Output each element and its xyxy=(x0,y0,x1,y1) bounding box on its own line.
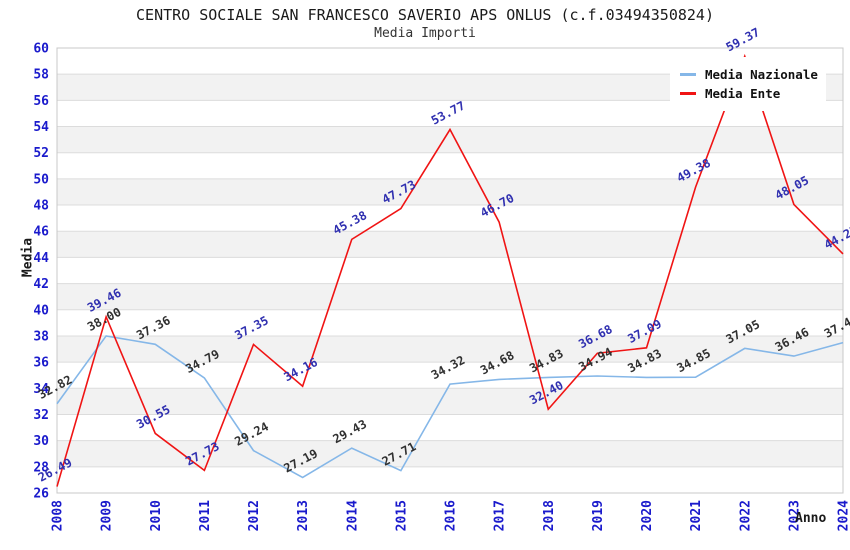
y-tick-label: 54 xyxy=(33,120,49,135)
point-label: 44.27 xyxy=(822,223,850,252)
row-band xyxy=(57,231,843,258)
x-tick-label: 2008 xyxy=(51,500,66,531)
row-band xyxy=(57,335,843,363)
series-line-media-ente xyxy=(56,53,844,487)
x-tick-label: 2009 xyxy=(100,500,115,531)
x-tick-label: 2020 xyxy=(640,500,655,531)
row-band xyxy=(57,178,843,206)
row-band xyxy=(57,388,843,415)
x-tick-label: 2010 xyxy=(149,500,164,531)
y-tick-label: 44 xyxy=(33,251,49,266)
point-label: 59.37 xyxy=(724,25,762,54)
y-tick-label: 56 xyxy=(33,94,49,109)
x-tick-label: 2023 xyxy=(787,500,802,531)
y-tick-label: 36 xyxy=(33,356,49,371)
x-tick-label: 2017 xyxy=(493,500,508,531)
y-tick-label: 40 xyxy=(33,303,49,318)
y-tick-label: 38 xyxy=(33,329,49,344)
y-tick-label: 48 xyxy=(33,199,49,214)
x-tick-label: 2015 xyxy=(394,500,409,531)
legend-label: Media Nazionale xyxy=(705,67,818,82)
x-tick-label: 2012 xyxy=(247,500,262,531)
y-tick-label: 26 xyxy=(33,487,49,502)
y-tick-label: 50 xyxy=(33,172,49,187)
x-tick-label: 2013 xyxy=(296,500,311,531)
chart-legend: Media Nazionale Media Ente xyxy=(670,57,826,111)
y-tick-label: 46 xyxy=(33,225,49,240)
y-tick-label: 32 xyxy=(33,408,49,423)
chart-title: CENTRO SOCIALE SAN FRANCESCO SAVERIO APS… xyxy=(136,6,714,24)
point-label: 53.77 xyxy=(429,98,467,127)
x-tick-label: 2018 xyxy=(542,500,557,531)
x-tick-label: 2016 xyxy=(444,500,459,531)
y-tick-label: 52 xyxy=(33,146,49,161)
legend-swatch-media-ente xyxy=(680,92,696,95)
legend-item-media-nazionale: Media Nazionale xyxy=(680,66,818,83)
row-band xyxy=(57,283,843,310)
x-tick-label: 2024 xyxy=(837,500,850,531)
y-tick-label: 30 xyxy=(33,434,49,449)
x-tick-label: 2014 xyxy=(345,500,360,531)
legend-item-media-ente: Media Ente xyxy=(680,85,818,102)
plot-border xyxy=(56,47,844,494)
legend-label: Media Ente xyxy=(705,86,781,101)
x-axis-title: Anno xyxy=(795,511,827,526)
y-tick-label: 34 xyxy=(33,382,49,397)
y-tick-label: 28 xyxy=(33,460,49,475)
row-band xyxy=(57,440,843,467)
y-tick-label: 58 xyxy=(33,68,49,83)
x-tick-label: 2019 xyxy=(591,500,606,531)
y-axis-title: Media xyxy=(20,237,36,278)
point-label: 37.49 xyxy=(822,311,850,340)
chart-subtitle: Media Importi xyxy=(374,26,476,41)
x-tick-label: 2011 xyxy=(198,500,213,531)
series-line-media-nazionale xyxy=(56,335,844,479)
legend-swatch-media-nazionale xyxy=(680,73,696,76)
y-tick-label: 60 xyxy=(33,42,49,57)
y-tick-label: 42 xyxy=(33,277,49,292)
x-tick-label: 2021 xyxy=(689,500,704,531)
x-tick-label: 2022 xyxy=(738,500,753,531)
